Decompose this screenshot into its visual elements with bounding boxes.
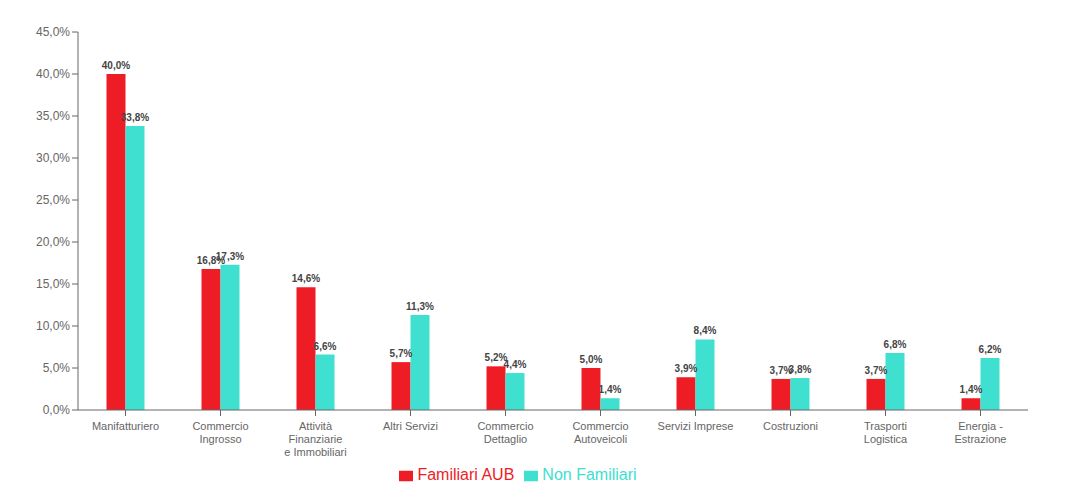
svg-text:10,0%: 10,0% [36, 319, 70, 333]
svg-text:33,8%: 33,8% [121, 112, 149, 123]
svg-text:6,6%: 6,6% [314, 341, 337, 352]
svg-text:45,0%: 45,0% [36, 25, 70, 39]
svg-text:Energia -Estrazione: Energia -Estrazione [955, 420, 1007, 445]
svg-text:15,0%: 15,0% [36, 277, 70, 291]
svg-text:30,0%: 30,0% [36, 151, 70, 165]
svg-text:TrasportiLogistica: TrasportiLogistica [864, 420, 908, 445]
svg-text:17,3%: 17,3% [216, 251, 244, 262]
svg-text:Manifatturiero: Manifatturiero [92, 420, 159, 432]
html-text:Non Familiari: Non Familiari [542, 466, 637, 483]
svg-text:6,8%: 6,8% [884, 339, 907, 350]
svg-text:40,0%: 40,0% [36, 67, 70, 81]
svg-text:3,9%: 3,9% [675, 363, 698, 374]
svg-text:20,0%: 20,0% [36, 235, 70, 249]
svg-text:Altri Servizi: Altri Servizi [383, 420, 438, 432]
svg-text:CommercioAutoveicoli: CommercioAutoveicoli [572, 420, 628, 445]
svg-text:3,7%: 3,7% [865, 365, 888, 376]
svg-text:1,4%: 1,4% [599, 384, 622, 395]
svg-text:Servizi Imprese: Servizi Imprese [658, 420, 734, 432]
svg-text:5,0%: 5,0% [580, 354, 603, 365]
svg-text:5,0%: 5,0% [43, 361, 71, 375]
svg-text:5,7%: 5,7% [390, 348, 413, 359]
svg-text:3,7%: 3,7% [769, 364, 793, 376]
svg-text:6,2%: 6,2% [979, 344, 1002, 355]
svg-text:8,4%: 8,4% [694, 325, 717, 336]
svg-text:Costruzioni: Costruzioni [763, 420, 818, 432]
svg-text:CommercioIngrosso: CommercioIngrosso [192, 420, 248, 445]
svg-text:5,2%: 5,2% [484, 352, 508, 364]
svg-text:3,8%: 3,8% [789, 364, 812, 375]
svg-text:35,0%: 35,0% [36, 109, 70, 123]
svg-text:0,0%: 0,0% [43, 403, 71, 417]
svg-text:11,3%: 11,3% [406, 301, 434, 312]
svg-text:4,4%: 4,4% [504, 359, 527, 370]
svg-text:25,0%: 25,0% [36, 193, 70, 207]
svg-text:AttivitàFinanziariee Immobilia: AttivitàFinanziariee Immobiliari [284, 420, 346, 458]
svg-text:1,4%: 1,4% [960, 384, 983, 395]
svg-text:16,8%: 16,8% [196, 254, 226, 266]
html-text:Familiari AUB: Familiari AUB [417, 466, 515, 483]
svg-text:14,6%: 14,6% [292, 273, 320, 284]
svg-text:40,0%: 40,0% [102, 60, 130, 71]
svg-text:CommercioDettaglio: CommercioDettaglio [477, 420, 533, 445]
